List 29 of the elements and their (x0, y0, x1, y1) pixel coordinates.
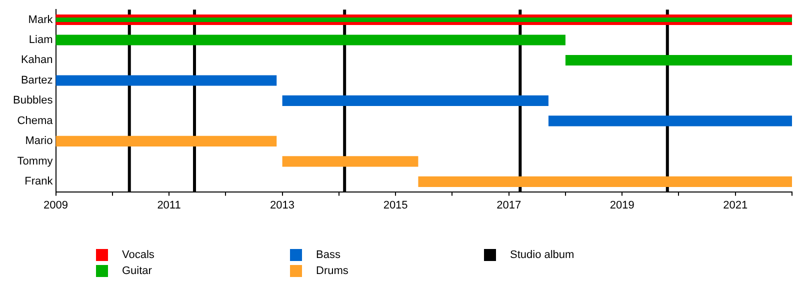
y-tick-label: Mario (25, 135, 53, 148)
x-tick-label: 2011 (157, 199, 181, 212)
legend-label: Vocals (122, 249, 154, 261)
x-tick-label: 2019 (610, 199, 634, 212)
x-tick-label: 2021 (723, 199, 748, 212)
y-tick-label: Bartez (20, 74, 53, 86)
bar (565, 54, 792, 66)
y-tick-label: Liam (28, 34, 53, 46)
x-tick-label: 2013 (270, 199, 295, 212)
bar (56, 136, 277, 146)
legend-label: Studio album (510, 249, 574, 261)
y-tick-label: Frank (24, 176, 54, 188)
bar (56, 75, 277, 86)
bar (282, 95, 548, 106)
y-tick-label: Chema (17, 114, 54, 127)
bar (418, 176, 792, 187)
bar (56, 34, 566, 46)
legend-label: Drums (316, 265, 348, 277)
y-tick-label: Bubbles (12, 94, 54, 107)
y-tick-label: Mark (28, 14, 54, 26)
legend-label: Guitar (122, 265, 152, 277)
bar (282, 156, 418, 167)
x-tick-label: 2017 (496, 199, 522, 212)
bar (548, 116, 792, 126)
legend-label: Bass (316, 249, 340, 261)
y-tick-label: Kahan (20, 54, 53, 66)
x-tick-label: 2009 (44, 199, 68, 212)
y-tick-label: Tommy (17, 155, 54, 168)
x-tick-label: 2015 (383, 199, 408, 212)
